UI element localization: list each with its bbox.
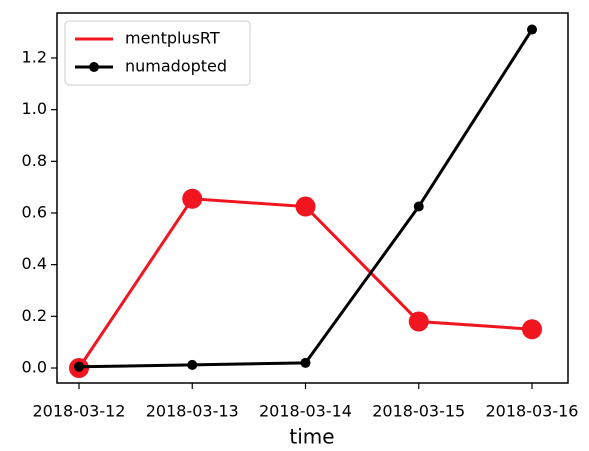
legend-marker (89, 62, 99, 72)
data-point (182, 188, 203, 209)
y-tick-label: 0.6 (22, 202, 47, 221)
data-point (522, 319, 542, 340)
plot-frame (56, 12, 569, 384)
legend-box (64, 20, 251, 86)
x-tick-label: 2018-03-14 (259, 402, 352, 421)
x-tick-label: 2018-03-15 (372, 402, 465, 421)
data-point (74, 361, 84, 372)
x-tick-label: 2018-03-12 (33, 402, 126, 421)
y-tick-label: 1.0 (22, 99, 47, 118)
legend-label: numadopted (125, 57, 227, 76)
x-tick-label: 2018-03-16 (486, 402, 579, 421)
y-tick-label: 0.4 (22, 254, 47, 273)
y-tick-label: 0.0 (22, 358, 47, 377)
data-point (187, 359, 198, 370)
legend-label: mentplusRT (125, 29, 220, 48)
data-point (295, 196, 316, 217)
data-point (408, 311, 429, 332)
data-point (413, 201, 424, 212)
y-tick-label: 0.8 (22, 151, 47, 170)
series-line (77, 197, 533, 369)
y-tick-label: 0.2 (22, 306, 47, 325)
x-axis-label: time (289, 425, 334, 449)
y-tick-label: 1.2 (22, 47, 47, 66)
data-point (527, 24, 537, 35)
data-point (300, 357, 311, 368)
x-tick-label: 2018-03-13 (146, 402, 239, 421)
